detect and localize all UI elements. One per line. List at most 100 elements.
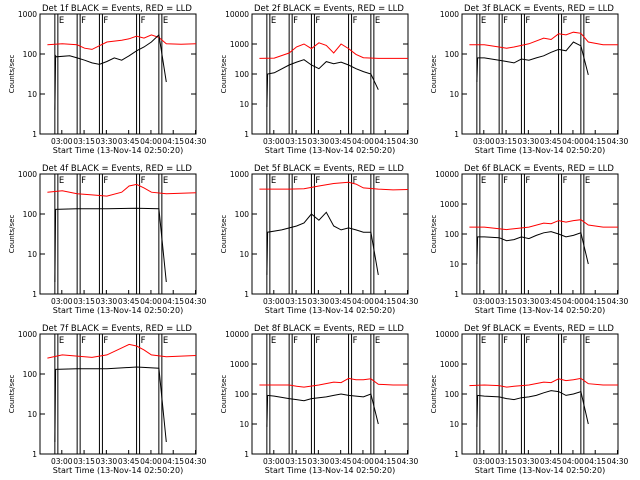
panel-title: Det 2f BLACK = Events, RED = LLD xyxy=(254,4,404,14)
interval-marker-letter: F xyxy=(563,176,568,186)
events-series-line xyxy=(476,41,589,83)
y-tick-label: 100 xyxy=(235,70,250,79)
x-tick-label: 04:15 xyxy=(374,457,396,466)
interval-marker-letter: F xyxy=(103,176,108,186)
interval-marker-letter: E xyxy=(481,16,486,26)
detector-panel: Det 5f BLACK = Events, RED = LLD 1 10 100 10… xyxy=(220,164,419,315)
panel-title: Det 8f BLACK = Events, RED = LLD xyxy=(254,324,404,334)
detector-panel: Det 6f BLACK = Events, RED = LLD 1 10 100 10… xyxy=(430,164,629,315)
y-axis-label: Counts/sec xyxy=(430,375,438,414)
y-tick-label: 10 xyxy=(449,260,459,269)
panel-title: Det 1f BLACK = Events, RED = LLD xyxy=(42,4,192,14)
x-tick-label: 03:30 xyxy=(308,457,330,466)
y-tick-label: 1 xyxy=(32,450,37,459)
plot-frame xyxy=(461,13,619,135)
plot-frame xyxy=(39,13,197,135)
lld-series-line xyxy=(469,31,618,49)
events-series-line xyxy=(54,366,167,443)
detector-panel: Det 8f BLACK = Events, RED = LLD 1 10 100 10… xyxy=(220,324,419,475)
x-tick-label: 04:30 xyxy=(607,137,629,146)
x-axis-label: Start Time (13-Nov-14 02:50:20) xyxy=(475,306,605,315)
x-axis-label: Start Time (13-Nov-14 02:50:20) xyxy=(265,306,395,315)
interval-marker-letter: F xyxy=(141,336,146,346)
interval-marker-letter: F xyxy=(293,176,298,186)
interval-marker-letter: E xyxy=(271,336,276,346)
interval-marker-letter: F xyxy=(81,16,86,26)
y-tick-label: 1 xyxy=(454,290,459,299)
interval-marker-letter: F xyxy=(353,176,358,186)
interval-marker-letter: E xyxy=(59,16,64,26)
interval-marker-letter: F xyxy=(103,336,108,346)
y-tick-label: 100 xyxy=(235,390,250,399)
y-tick-label: 100 xyxy=(23,210,38,219)
x-tick-label: 03:00 xyxy=(51,457,73,466)
events-series-line xyxy=(266,211,379,275)
panel-title: Det 5f BLACK = Events, RED = LLD xyxy=(254,164,404,174)
x-axis-label: Start Time (13-Nov-14 02:50:20) xyxy=(53,146,183,155)
x-tick-label: 04:30 xyxy=(397,297,419,306)
interval-marker-letter: E xyxy=(59,336,64,346)
lld-series-line xyxy=(469,377,618,388)
lld-series-line xyxy=(259,181,409,191)
y-tick-label: 10000 xyxy=(435,170,459,179)
interval-marker-letter: F xyxy=(525,16,530,26)
events-series-line xyxy=(476,231,589,265)
interval-marker-letter: F xyxy=(353,16,358,26)
x-axis-label: Start Time (13-Nov-14 02:50:20) xyxy=(265,146,395,155)
detector-panel: Det 2f BLACK = Events, RED = LLD 1 10 100 10… xyxy=(220,4,419,155)
x-tick-label: 04:00 xyxy=(140,137,162,146)
y-tick-label: 1 xyxy=(32,130,37,139)
x-tick-label: 03:15 xyxy=(495,297,517,306)
interval-marker-letter: F xyxy=(525,336,530,346)
y-tick-label: 1000 xyxy=(18,330,37,339)
events-series-line xyxy=(266,393,379,427)
x-tick-label: 03:45 xyxy=(540,297,562,306)
x-tick-label: 03:00 xyxy=(51,137,73,146)
panel-title: Det 4f BLACK = Events, RED = LLD xyxy=(42,164,192,174)
x-tick-label: 04:15 xyxy=(374,137,396,146)
x-axis-label: Start Time (13-Nov-14 02:50:20) xyxy=(475,466,605,475)
x-tick-label: 04:30 xyxy=(397,137,419,146)
x-tick-label: 03:15 xyxy=(73,457,95,466)
plot-frame xyxy=(251,13,409,135)
x-tick-label: 04:00 xyxy=(562,457,584,466)
x-tick-label: 03:00 xyxy=(263,457,285,466)
y-tick-label: 1 xyxy=(244,130,249,139)
events-series-line xyxy=(54,207,167,283)
x-tick-label: 03:30 xyxy=(518,137,540,146)
interval-marker-letter: F xyxy=(503,336,508,346)
panel-title: Det 9f BLACK = Events, RED = LLD xyxy=(464,324,614,334)
x-tick-label: 03:15 xyxy=(285,137,307,146)
detector-panel: Det 7f BLACK = Events, RED = LLD 1 10 100 10… xyxy=(8,324,207,475)
interval-marker-letter: E xyxy=(163,336,168,346)
interval-marker-letter: F xyxy=(315,336,320,346)
x-tick-label: 03:30 xyxy=(96,457,118,466)
plot-frame xyxy=(251,173,409,295)
x-tick-label: 03:15 xyxy=(495,137,517,146)
y-axis-label: Counts/sec xyxy=(220,55,228,94)
interval-marker-letter: E xyxy=(163,16,168,26)
interval-marker-letter: F xyxy=(563,336,568,346)
y-tick-label: 10 xyxy=(239,100,249,109)
interval-marker-letter: E xyxy=(271,176,276,186)
x-tick-label: 03:45 xyxy=(540,457,562,466)
y-tick-label: 1 xyxy=(32,290,37,299)
x-tick-label: 04:15 xyxy=(162,137,184,146)
y-tick-label: 1000 xyxy=(230,360,249,369)
interval-marker-letter: E xyxy=(375,176,380,186)
y-tick-label: 1 xyxy=(454,450,459,459)
x-tick-label: 03:00 xyxy=(473,457,495,466)
x-tick-label: 04:15 xyxy=(584,297,606,306)
panel-title: Det 6f BLACK = Events, RED = LLD xyxy=(464,164,614,174)
x-tick-label: 03:15 xyxy=(285,297,307,306)
lld-series-line xyxy=(47,343,197,359)
x-tick-label: 03:30 xyxy=(308,297,330,306)
x-tick-label: 04:30 xyxy=(185,137,207,146)
x-tick-label: 03:00 xyxy=(473,137,495,146)
lld-series-line xyxy=(47,183,197,197)
y-tick-label: 1 xyxy=(244,290,249,299)
y-tick-label: 100 xyxy=(23,370,38,379)
interval-marker-letter: F xyxy=(503,16,508,26)
detector-panel: Det 3f BLACK = Events, RED = LLD 1 10 100 10… xyxy=(430,4,629,155)
